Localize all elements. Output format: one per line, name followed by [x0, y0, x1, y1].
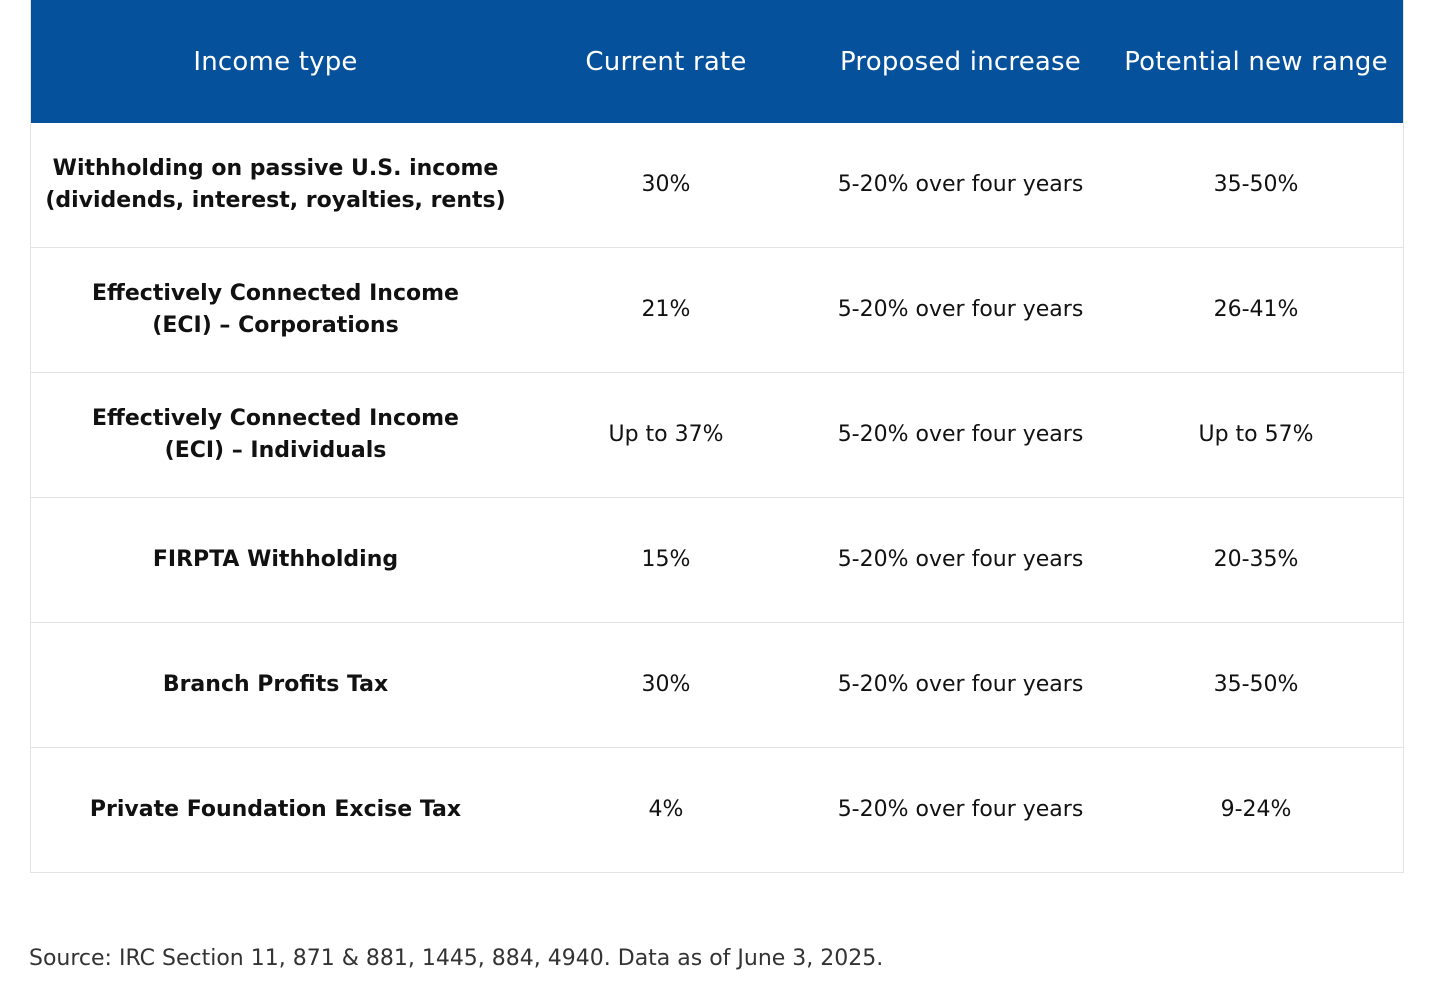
- header-row: Income type Current rate Proposed increa…: [31, 0, 1403, 123]
- current-rate-cell: 30%: [520, 622, 812, 748]
- table-header: Income type Current rate Proposed increa…: [31, 0, 1403, 123]
- source-note: Source: IRC Section 11, 871 & 881, 1445,…: [29, 946, 884, 971]
- income-type-cell: Branch Profits Tax: [31, 622, 520, 748]
- new-range-cell: 9-24%: [1109, 747, 1403, 872]
- income-type-cell: FIRPTA Withholding: [31, 497, 520, 623]
- tax-rate-table: Income type Current rate Proposed increa…: [31, 0, 1403, 872]
- proposed-increase-cell: 5-20% over four years: [812, 497, 1109, 623]
- header-potential-new-range: Potential new range: [1109, 0, 1403, 123]
- proposed-increase-cell: 5-20% over four years: [812, 747, 1109, 872]
- income-type-cell: Effectively Connected Income (ECI) – Cor…: [31, 247, 520, 373]
- new-range-cell: 35-50%: [1213, 172, 1299, 197]
- income-type-cell: Private Foundation Excise Tax: [31, 747, 520, 872]
- income-type-line1: Effectively Connected Income: [92, 406, 459, 431]
- proposed-increase-cell: 5-20% over four years: [812, 622, 1109, 748]
- income-type-cell: Withholding on passive U.S. income (divi…: [31, 123, 520, 248]
- table-row: Branch Profits Tax 30% 5-20% over four y…: [31, 622, 1403, 748]
- header-proposed-increase: Proposed increase: [812, 0, 1109, 123]
- tax-rate-table-container: Income type Current rate Proposed increa…: [30, 0, 1404, 873]
- income-type-line2: (dividends, interest, royalties, rents): [45, 188, 506, 213]
- current-rate-cell: 15%: [520, 497, 812, 623]
- proposed-increase-cell: 5-20% over four years: [812, 372, 1109, 498]
- proposed-increase-cell: 5-20% over four years: [812, 247, 1109, 373]
- current-rate-cell: Up to 37%: [520, 372, 812, 498]
- header-current-rate: Current rate: [520, 0, 812, 123]
- current-rate-cell: 30%: [641, 172, 691, 197]
- table-row: Effectively Connected Income (ECI) – Ind…: [31, 372, 1403, 498]
- table-row: Effectively Connected Income (ECI) – Cor…: [31, 247, 1403, 373]
- table-body: Withholding on passive U.S. income (divi…: [31, 123, 1403, 872]
- new-range-cell: Up to 57%: [1109, 372, 1403, 498]
- table-row: Withholding on passive U.S. income (divi…: [31, 123, 1403, 248]
- income-type-line1: Withholding on passive U.S. income: [52, 156, 499, 181]
- income-type-line2: (ECI) – Individuals: [164, 438, 387, 463]
- header-income-type: Income type: [31, 0, 520, 123]
- new-range-cell: 26-41%: [1109, 247, 1403, 373]
- table-row: Private Foundation Excise Tax 4% 5-20% o…: [31, 747, 1403, 872]
- new-range-cell: 20-35%: [1109, 497, 1403, 623]
- proposed-increase-cell: 5-20% over four years: [837, 172, 1084, 197]
- income-type-cell: Effectively Connected Income (ECI) – Ind…: [31, 372, 520, 498]
- table-row: FIRPTA Withholding 15% 5-20% over four y…: [31, 497, 1403, 623]
- income-type-line1: Effectively Connected Income: [92, 281, 459, 306]
- current-rate-cell: 21%: [520, 247, 812, 373]
- income-type-line2: (ECI) – Corporations: [152, 313, 399, 338]
- new-range-cell: 35-50%: [1109, 622, 1403, 748]
- current-rate-cell: 4%: [520, 747, 812, 872]
